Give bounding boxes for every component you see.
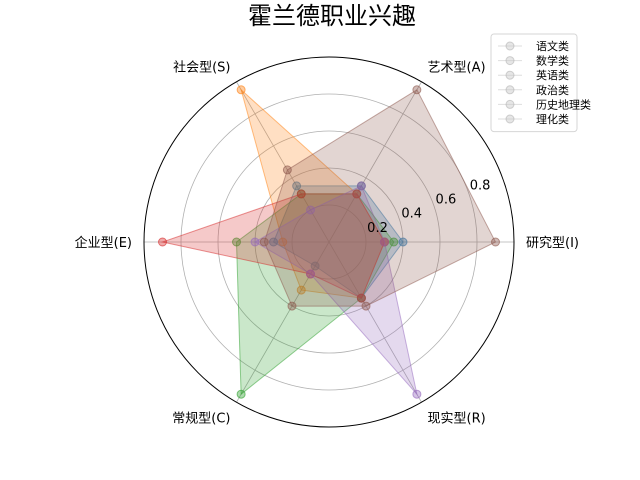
data-point: [412, 85, 422, 95]
legend-item: 数学类: [498, 54, 569, 68]
data-point: [356, 181, 366, 191]
grid-ring: [291, 204, 367, 280]
axis-label: 现实型(R): [428, 412, 486, 427]
axis-labels: 现实型(R) 研究型(I) 艺术型(A) 社会型(S) 企业型(E) 常规型(C): [75, 59, 579, 426]
axis-label: 艺术型(A): [428, 60, 486, 75]
series-area: [263, 89, 497, 307]
outer-frame: [143, 56, 515, 428]
data-point: [278, 237, 288, 247]
axis-label: 常规型(C): [172, 412, 230, 427]
spoke-line: [236, 81, 330, 243]
legend-label: 数学类: [536, 54, 569, 68]
legend-marker: [505, 85, 515, 95]
data-point: [250, 237, 260, 247]
data-point: [158, 237, 167, 247]
series-area: [272, 185, 404, 299]
data-point: [306, 205, 315, 215]
data-point: [296, 189, 306, 199]
data-point: [380, 237, 389, 247]
legend-marker: [505, 41, 515, 51]
legend-item: 英语类: [498, 68, 569, 82]
series-5: [259, 85, 500, 311]
legend-item: 政治类: [498, 83, 569, 97]
data-point: [287, 301, 297, 311]
grid-ring: [217, 130, 441, 354]
axis-label: 社会型(S): [173, 59, 230, 75]
data-point: [412, 389, 422, 399]
radial-tick-label: 0.4: [401, 207, 422, 222]
data-point: [259, 237, 269, 247]
data-point: [310, 261, 320, 271]
spoke-line: [328, 81, 422, 243]
data-point: [356, 293, 366, 303]
legend-label: 语文类: [536, 39, 569, 53]
legend-item: 语文类: [498, 39, 569, 53]
data-point: [292, 181, 302, 191]
spoke-line: [328, 241, 422, 403]
radial-tick-label: 0.6: [436, 193, 457, 208]
radial-tick-labels: 0.2 0.4 0.6 0.8: [367, 178, 490, 235]
data-point: [361, 301, 371, 311]
axis-label: 研究型(I): [526, 236, 579, 251]
legend-item: 历史地理类: [498, 97, 591, 111]
legend-label: 英语类: [536, 68, 569, 82]
data-point: [398, 237, 408, 247]
legend-label: 历史地理类: [536, 97, 591, 111]
data-point: [296, 285, 306, 295]
data-point: [236, 85, 246, 95]
data-point: [236, 389, 246, 399]
legend-label: 政治类: [536, 83, 569, 97]
data-point: [491, 237, 500, 247]
data-point: [232, 237, 241, 247]
chart-title: 霍兰德职业兴趣: [248, 2, 416, 30]
data-point: [352, 189, 362, 199]
data-point: [269, 237, 278, 247]
legend-label: 理化类: [536, 112, 569, 126]
legend-marker: [505, 56, 515, 66]
series-layer: [158, 85, 500, 399]
axis-label: 企业型(E): [75, 235, 132, 251]
legend-item: 理化类: [498, 112, 569, 126]
data-point: [306, 269, 315, 279]
legend-marker: [505, 114, 515, 124]
spoke-line: [236, 241, 330, 403]
data-point: [389, 237, 399, 247]
grid-ring: [180, 93, 478, 391]
series-4: [250, 181, 422, 399]
radial-tick-label: 0.8: [470, 178, 491, 193]
legend-marker: [505, 70, 515, 80]
series-area: [253, 185, 418, 396]
radial-tick-label: 0.2: [367, 221, 388, 236]
data-point: [282, 165, 292, 175]
legend-marker: [505, 99, 515, 109]
